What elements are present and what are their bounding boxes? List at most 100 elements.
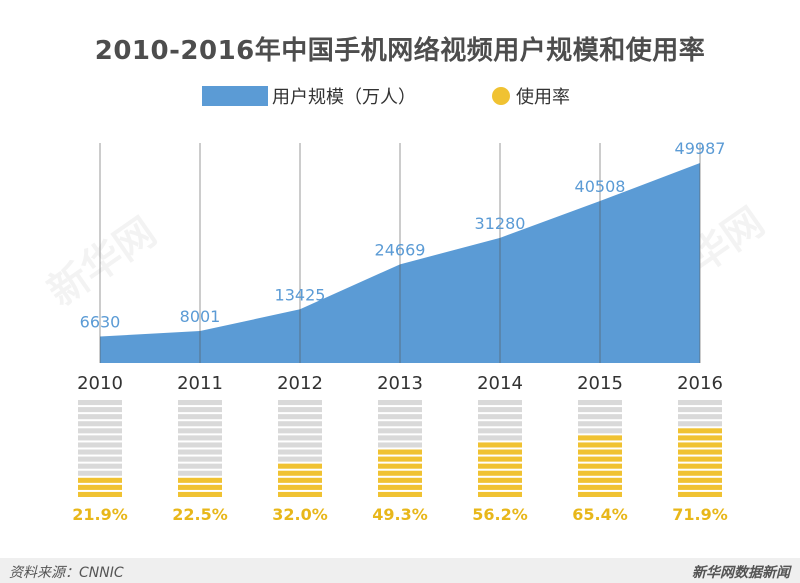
rate-value-label-2013: 49.3%	[372, 505, 428, 524]
rate-bar-2014-stripe-9	[478, 463, 522, 469]
rate-bar-2014-stripe-2	[478, 414, 522, 420]
rate-bar-2016-stripe-9	[678, 463, 722, 469]
rate-value-label-2014: 56.2%	[472, 505, 528, 524]
rate-value-label-2012: 32.0%	[272, 505, 328, 524]
rate-bar-2015-stripe-2	[578, 414, 622, 420]
rate-bar-2016-stripe-3	[678, 421, 722, 427]
rate-bar-2013-stripe-10	[378, 470, 422, 476]
rate-bar-2011-stripe-3	[178, 421, 222, 427]
rate-bar-2013-stripe-7	[378, 449, 422, 455]
rate-bar-2010-stripe-4	[78, 428, 122, 434]
rate-bar-2010-stripe-5	[78, 435, 122, 441]
area-value-label-2014: 31280	[475, 214, 526, 233]
legend-usage-rate: 使用率	[492, 84, 570, 108]
rate-bar-2010-stripe-13	[78, 491, 122, 497]
rate-bar-2012-stripe-7	[278, 449, 322, 455]
rate-bar-2015-stripe-4	[578, 428, 622, 434]
rate-bar-2011-stripe-5	[178, 435, 222, 441]
rate-bar-2013-stripe-8	[378, 456, 422, 462]
rate-bar-2011-stripe-6	[178, 442, 222, 448]
rate-bar-2011-stripe-9	[178, 463, 222, 469]
rate-bar-2013-stripe-1	[378, 407, 422, 413]
rate-bar-2012-stripe-0	[278, 400, 322, 406]
x-tick-label-2013: 2013	[377, 373, 423, 394]
area-value-label-2016: 49987	[675, 139, 726, 158]
rate-bar-2013-stripe-11	[378, 477, 422, 483]
rate-bar-2010-stripe-2	[78, 414, 122, 420]
rate-bar-2012-stripe-9	[278, 463, 322, 469]
legend-user-scale: 用户规模（万人）	[202, 84, 416, 108]
rate-bar-2015-stripe-10	[578, 470, 622, 476]
rate-bar-2014-stripe-0	[478, 400, 522, 406]
x-tick-label-2010: 2010	[77, 373, 123, 394]
chart-canvas: 6630 8001 13425 24669 31280 40508 49987 2010 201…	[72, 139, 728, 524]
rate-bar-2015-stripe-7	[578, 449, 622, 455]
rate-bar-2016-stripe-7	[678, 449, 722, 455]
x-tick-label-2015: 2015	[577, 373, 623, 394]
x-tick-label-2012: 2012	[277, 373, 323, 394]
rate-bar-2012-stripe-10	[278, 470, 322, 476]
rate-bar-2016-stripe-8	[678, 456, 722, 462]
rate-bar-2014-stripe-8	[478, 456, 522, 462]
rate-bar-2016-stripe-13	[678, 491, 722, 497]
rate-bar-2010-stripe-7	[78, 449, 122, 455]
rate-bar-2012-stripe-1	[278, 407, 322, 413]
legend-area-swatch	[202, 86, 268, 106]
rate-bar-2012-stripe-5	[278, 435, 322, 441]
legend-area-label: 用户规模（万人）	[272, 87, 416, 108]
rate-bar-2014-stripe-1	[478, 407, 522, 413]
rate-bar-2014-stripe-3	[478, 421, 522, 427]
rate-bar-2012-stripe-3	[278, 421, 322, 427]
rate-bar-2012-stripe-8	[278, 456, 322, 462]
x-tick-label-2011: 2011	[177, 373, 223, 394]
rate-bar-2015-stripe-12	[578, 484, 622, 490]
rate-bar-2015-stripe-3	[578, 421, 622, 427]
rate-bar-2015-stripe-1	[578, 407, 622, 413]
chart-title: 2010-2016年中国手机网络视频用户规模和使用率	[94, 36, 706, 66]
rate-bar-2011-stripe-1	[178, 407, 222, 413]
rate-bar-2012-stripe-4	[278, 428, 322, 434]
rate-bar-2015-stripe-11	[578, 477, 622, 483]
rate-bar-2015-stripe-0	[578, 400, 622, 406]
rate-bar-2010-stripe-11	[78, 477, 122, 483]
rate-bar-2013-stripe-3	[378, 421, 422, 427]
rate-bar-2016-stripe-10	[678, 470, 722, 476]
rate-bar-2016-stripe-4	[678, 428, 722, 434]
rate-bar-2015-stripe-5	[578, 435, 622, 441]
rate-bar-2010-stripe-8	[78, 456, 122, 462]
rate-bar-2015-stripe-13	[578, 491, 622, 497]
rate-bar-2012-stripe-2	[278, 414, 322, 420]
area-value-label-2012: 13425	[275, 285, 326, 304]
rate-bar-2016-stripe-6	[678, 442, 722, 448]
rate-bar-2014-stripe-10	[478, 470, 522, 476]
rate-bar-2014-stripe-12	[478, 484, 522, 490]
rate-bar-2014-stripe-5	[478, 435, 522, 441]
rate-bar-2010-stripe-0	[78, 400, 122, 406]
rate-bar-2015-stripe-9	[578, 463, 622, 469]
footer-bar: 资料来源：CNNIC 新华网数据新闻	[0, 558, 800, 583]
rate-bar-2016-stripe-5	[678, 435, 722, 441]
rate-bar-2011-stripe-10	[178, 470, 222, 476]
rate-bar-2010-stripe-6	[78, 442, 122, 448]
rate-bar-2011-stripe-13	[178, 491, 222, 497]
rate-bar-2013-stripe-9	[378, 463, 422, 469]
rate-bar-2011-stripe-7	[178, 449, 222, 455]
rate-bar-2011-stripe-4	[178, 428, 222, 434]
x-tick-label-2014: 2014	[477, 373, 523, 394]
area-value-label-2013: 24669	[375, 240, 426, 259]
rate-bar-2013-stripe-4	[378, 428, 422, 434]
rate-bar-2012-stripe-11	[278, 477, 322, 483]
rate-bar-2012-stripe-12	[278, 484, 322, 490]
rate-bar-2014-stripe-4	[478, 428, 522, 434]
rate-bar-2011-stripe-8	[178, 456, 222, 462]
rate-bar-2013-stripe-5	[378, 435, 422, 441]
rate-bar-2013-stripe-0	[378, 400, 422, 406]
rate-bar-2016-stripe-2	[678, 414, 722, 420]
legend-rate-label: 使用率	[516, 87, 570, 108]
x-tick-label-2016: 2016	[677, 373, 723, 394]
rate-value-label-2010: 21.9%	[72, 505, 128, 524]
rate-bar-2015-stripe-6	[578, 442, 622, 448]
rate-bar-2013-stripe-12	[378, 484, 422, 490]
area-value-label-2015: 40508	[575, 177, 626, 196]
rate-bar-2012-stripe-13	[278, 491, 322, 497]
